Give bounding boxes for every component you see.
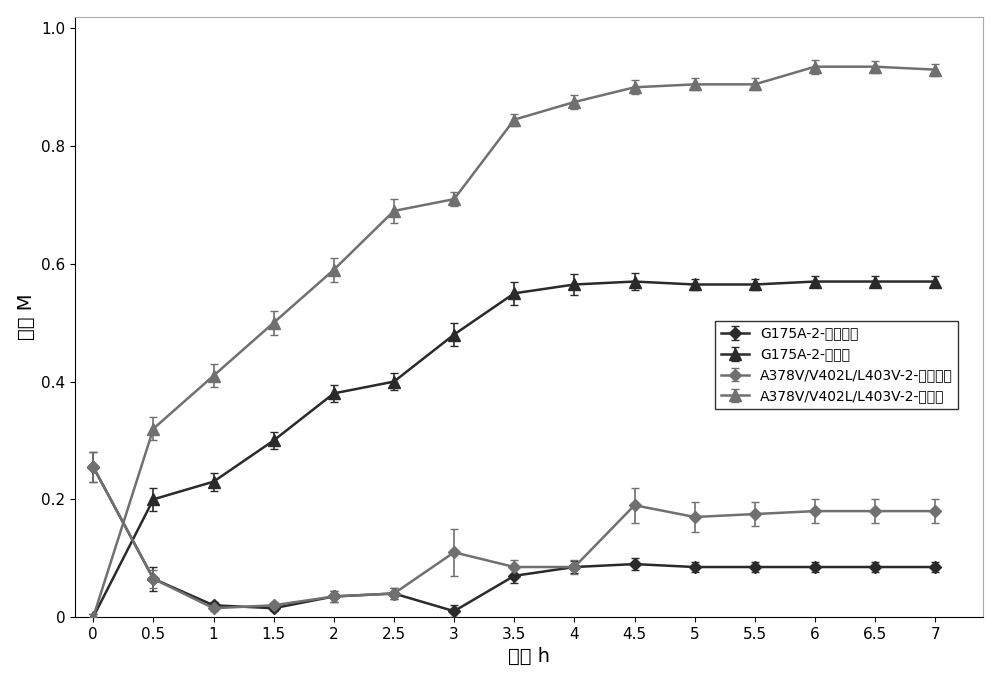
Legend: G175A-2-氯烟酰胺, G175A-2-氯烟酸, A378V/V402L/L403V-2-氯烟酰胺, A378V/V402L/L403V-2-氯烟酸: G175A-2-氯烟酰胺, G175A-2-氯烟酸, A378V/V402L/L… bbox=[715, 321, 958, 409]
Y-axis label: 浓度 M: 浓度 M bbox=[17, 294, 36, 340]
X-axis label: 时间 h: 时间 h bbox=[508, 647, 550, 667]
